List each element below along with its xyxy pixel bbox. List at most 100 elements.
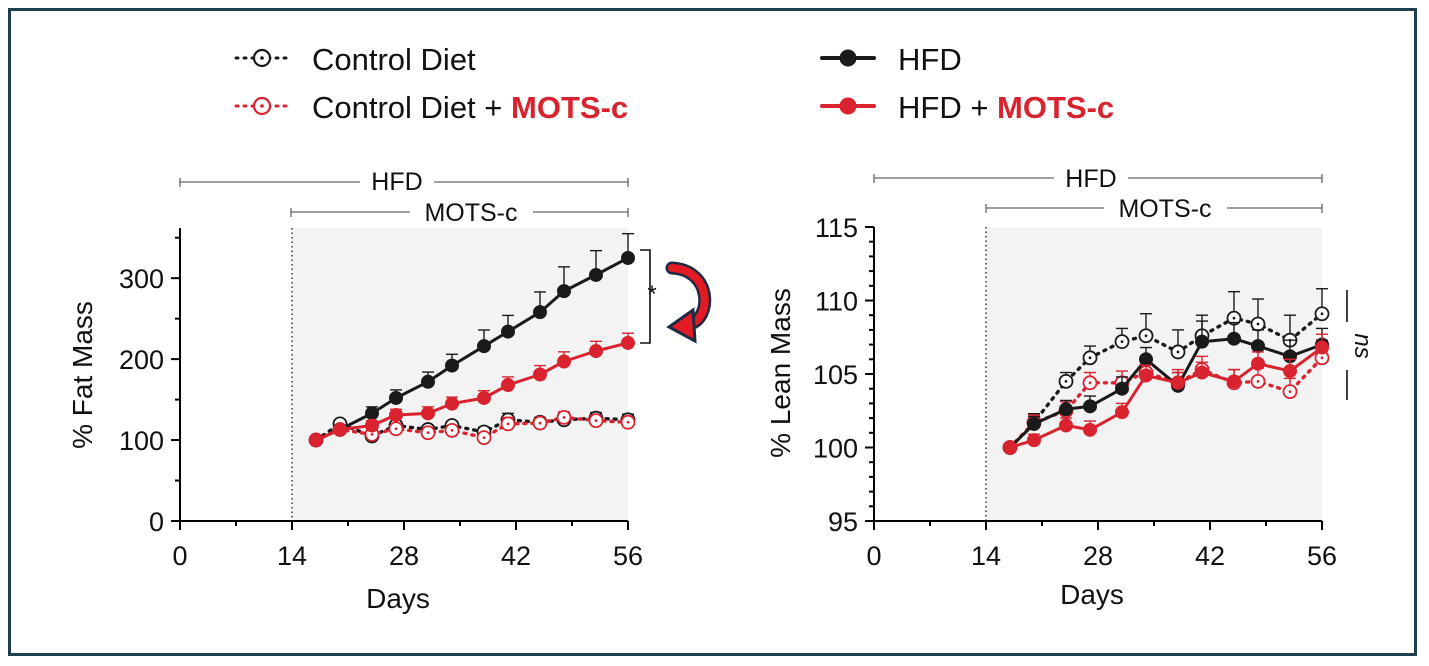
lean-hfd-point-2 bbox=[1059, 402, 1073, 417]
lean-control-diet-mots-c-point-dot-3 bbox=[1088, 381, 1092, 385]
fat-hfd-mots-c-point-9 bbox=[557, 354, 571, 369]
curved-arrow-head bbox=[666, 307, 697, 344]
fat-x-tick-label-42: 42 bbox=[501, 541, 531, 571]
legend-item-control-diet-mots-c: Control Diet + MOTS-c bbox=[234, 90, 628, 125]
lean-hfd-point-5 bbox=[1139, 352, 1153, 367]
lean-hfd-bracket: HFD bbox=[873, 165, 1323, 193]
lean-y-tick-label-95: 95 bbox=[828, 507, 858, 537]
lean-y-tick-label-110: 110 bbox=[815, 287, 858, 317]
fat-hfd-bracket-label: HFD bbox=[371, 168, 422, 196]
legend-label-hfd-mots-c: HFD + MOTS-c bbox=[898, 90, 1114, 125]
fat-hfd-mots-c-point-1 bbox=[333, 422, 347, 437]
fat-y-tick-label-0: 0 bbox=[149, 507, 164, 537]
lean-hfd-mots-c-point-0 bbox=[1003, 440, 1017, 455]
lean-y-axis-title: % Lean Mass bbox=[765, 288, 796, 458]
fat-significance-bracket: * bbox=[640, 249, 657, 344]
lean-control-diet-point-dot-11 bbox=[1320, 312, 1324, 316]
lean-x-tick-label-42: 42 bbox=[1195, 541, 1225, 571]
lean-y-tick-label-100: 100 bbox=[813, 434, 858, 464]
lean-control-diet-point-dot-4 bbox=[1120, 340, 1124, 344]
fat-x-tick-label-14: 14 bbox=[277, 541, 307, 571]
fat-control-diet-mots-c-point-dot-5 bbox=[450, 428, 454, 432]
fat-hfd-bracket: HFD bbox=[179, 168, 629, 196]
fat-control-diet-mots-c-point-dot-9 bbox=[562, 415, 566, 419]
lean-x-tick-label-56: 56 bbox=[1307, 541, 1337, 571]
fat-control-diet-mots-c-point-dot-3 bbox=[394, 427, 398, 431]
lean-control-diet-mots-c-point-dot-11 bbox=[1320, 356, 1324, 360]
fat-mass-chart: HFD MOTS-c % Fat Mass Days * 0 100 200 300 0… bbox=[67, 168, 712, 614]
legend-marker-hfd bbox=[839, 49, 857, 67]
lean-hfd-mots-c-point-7 bbox=[1195, 365, 1209, 380]
lean-shaded-treatment-region bbox=[986, 227, 1322, 521]
legend-item-hfd: HFD bbox=[820, 42, 962, 77]
fat-control-diet-mots-c-point-dot-2 bbox=[370, 432, 374, 436]
legend-marker-hfd-mots bbox=[839, 97, 857, 115]
lean-x-tick-label-0: 0 bbox=[866, 541, 881, 571]
lean-hfd-mots-c-point-8 bbox=[1227, 374, 1241, 389]
legend-label-control-diet: Control Diet bbox=[312, 42, 476, 77]
fat-shaded-treatment-region bbox=[292, 228, 628, 521]
fat-x-tick-label-0: 0 bbox=[172, 541, 187, 571]
fat-y-tick-label-300: 300 bbox=[119, 264, 164, 294]
lean-hfd-point-4 bbox=[1115, 381, 1129, 396]
fat-x-tick-label-56: 56 bbox=[613, 541, 643, 571]
fat-hfd-point-3 bbox=[389, 390, 403, 405]
lean-hfd-mots-c-point-10 bbox=[1283, 364, 1297, 379]
fat-x-tick-label-28: 28 bbox=[389, 541, 419, 571]
lean-control-diet-point-dot-2 bbox=[1064, 379, 1068, 383]
legend-symbol-hfd-mots-c bbox=[820, 97, 876, 115]
fat-hfd-mots-c-point-6 bbox=[477, 390, 491, 405]
lean-x-axis-title: Days bbox=[1060, 579, 1124, 610]
lean-control-diet-point-dot-6 bbox=[1176, 350, 1180, 354]
legend-item-hfd-mots-c: HFD + MOTS-c bbox=[820, 90, 1114, 125]
lean-hfd-point-9 bbox=[1251, 339, 1265, 354]
legend-label-control-diet-mots-c-suffix: MOTS-c bbox=[511, 90, 628, 125]
fat-hfd-mots-c-point-5 bbox=[445, 396, 459, 411]
fat-mots-bracket: MOTS-c bbox=[290, 199, 629, 227]
lean-mots-bracket: MOTS-c bbox=[985, 195, 1323, 223]
curved-arrow-body bbox=[668, 264, 709, 328]
lean-x-tick-label-28: 28 bbox=[1083, 541, 1113, 571]
lean-hfd-mots-c-point-4 bbox=[1115, 405, 1129, 420]
fat-hfd-point-5 bbox=[445, 358, 459, 373]
fat-hfd-mots-c-point-0 bbox=[309, 433, 323, 448]
legend-marker-dot-control bbox=[260, 56, 264, 60]
legend-label-hfd-mots-c-prefix: HFD + bbox=[898, 90, 997, 125]
fat-series-hfd bbox=[309, 232, 635, 448]
fat-hfd-point-4 bbox=[421, 374, 435, 389]
fat-series-hfd-mots-c bbox=[309, 332, 635, 448]
fat-hfd-mots-c-point-7 bbox=[501, 378, 515, 393]
lean-hfd-mots-c-point-1 bbox=[1027, 433, 1041, 448]
lean-ns-annotation: ns bbox=[1346, 290, 1376, 400]
fat-mots-bracket-label: MOTS-c bbox=[424, 199, 517, 227]
lean-hfd-point-1 bbox=[1027, 416, 1041, 431]
lean-y-tick-label-115: 115 bbox=[815, 213, 858, 243]
fat-hfd-mots-c-point-2 bbox=[365, 418, 379, 433]
lean-control-diet-point-dot-5 bbox=[1144, 334, 1148, 338]
lean-hfd-mots-c-point-2 bbox=[1059, 418, 1073, 433]
lean-hfd-mots-c-point-5 bbox=[1139, 368, 1153, 383]
fat-control-diet-mots-c-point-dot-7 bbox=[506, 422, 510, 426]
fat-control-diet-mots-c-point-dot-6 bbox=[482, 436, 486, 440]
fat-x-axis-title: Days bbox=[366, 583, 430, 614]
fat-y-tick-label-200: 200 bbox=[119, 345, 164, 375]
legend-symbol-hfd bbox=[820, 49, 876, 67]
lean-mots-bracket-label: MOTS-c bbox=[1118, 195, 1211, 223]
lean-control-diet-mots-c-point-dot-9 bbox=[1256, 379, 1260, 383]
fat-significance-bracket-line bbox=[640, 249, 651, 344]
fat-hfd-mots-c-point-8 bbox=[533, 367, 547, 382]
lean-y-tick-label-105: 105 bbox=[813, 360, 858, 390]
lean-control-diet-mots-c-point-dot-10 bbox=[1288, 390, 1292, 394]
legend-marker-dot-control-mots bbox=[260, 104, 264, 108]
fat-y-tick-label-100: 100 bbox=[119, 426, 164, 456]
legend-item-control-diet: Control Diet bbox=[234, 42, 476, 77]
legend-label-control-diet-mots-c: Control Diet + MOTS-c bbox=[312, 90, 628, 125]
lean-hfd-mots-c-point-9 bbox=[1251, 356, 1265, 371]
lean-hfd-bracket-label: HFD bbox=[1065, 165, 1116, 193]
lean-hfd-point-8 bbox=[1227, 331, 1241, 346]
lean-series-hfd-mots-c bbox=[1003, 333, 1329, 455]
legend-symbol-control-diet-mots-c bbox=[234, 96, 290, 116]
fat-significance-star: * bbox=[647, 281, 656, 308]
lean-hfd-mots-c-point-11 bbox=[1315, 340, 1329, 355]
legend-label-hfd: HFD bbox=[898, 42, 962, 77]
